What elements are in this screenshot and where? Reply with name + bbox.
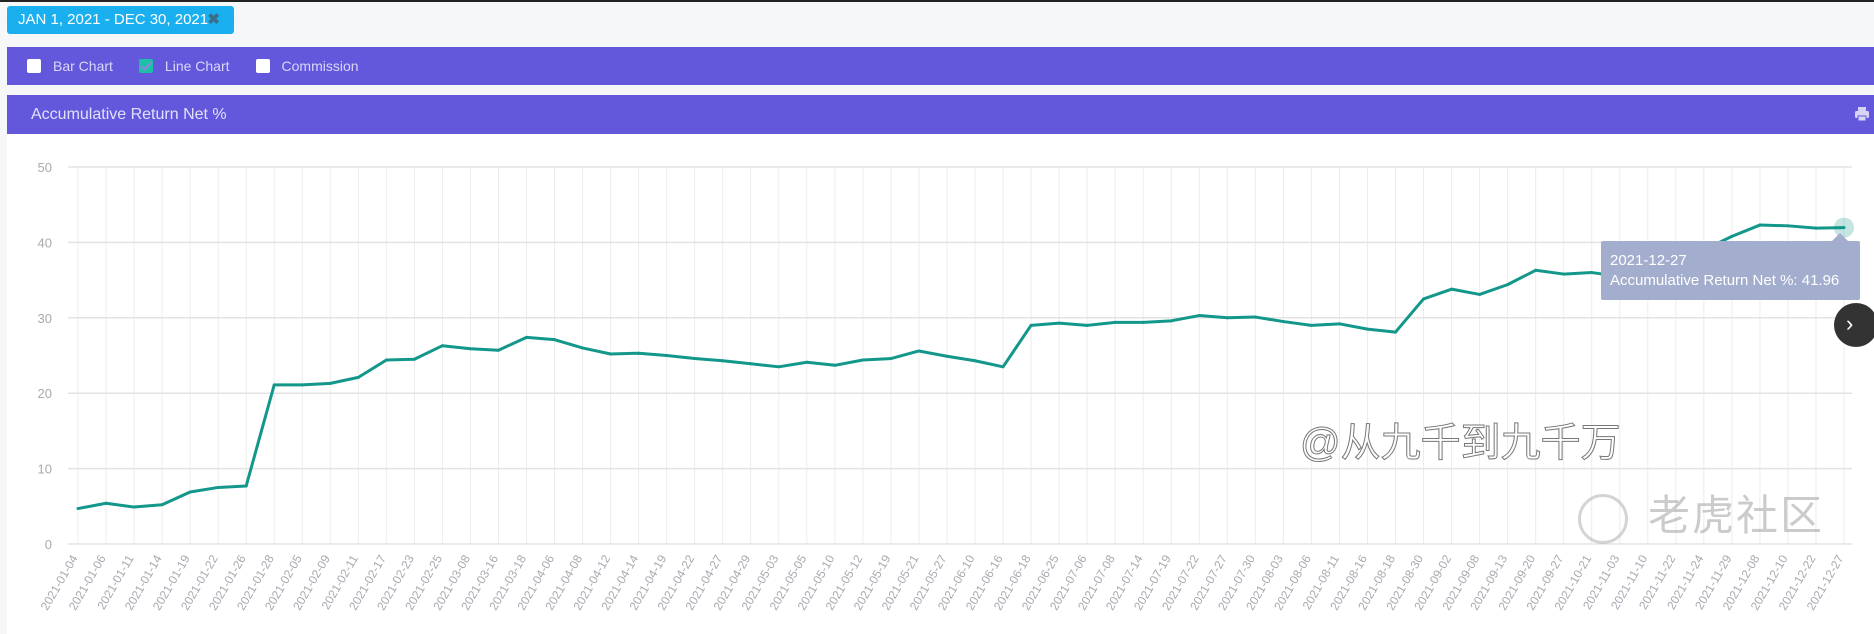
checkbox-checked-icon[interactable] xyxy=(138,59,153,73)
data-point xyxy=(1029,323,1033,327)
series-line xyxy=(77,223,1845,511)
bar-chart-label: Bar Chart xyxy=(53,58,113,74)
data-point xyxy=(609,352,613,356)
data-point xyxy=(1309,323,1313,327)
date-range-filter-tag[interactable]: JAN 1, 2021 - DEC 30, 2021 ✖ xyxy=(7,6,234,34)
data-point xyxy=(1562,272,1566,276)
data-point xyxy=(440,344,444,348)
data-point xyxy=(637,351,641,355)
data-point xyxy=(833,363,837,367)
data-point xyxy=(1450,287,1454,291)
data-point xyxy=(945,354,949,358)
data-point xyxy=(1842,226,1846,230)
data-point xyxy=(1590,271,1594,275)
y-tick-label: 40 xyxy=(38,235,52,250)
data-point xyxy=(1253,315,1257,319)
data-point xyxy=(1365,327,1369,331)
data-point xyxy=(917,349,921,353)
data-point xyxy=(1393,330,1397,334)
panel-title: Accumulative Return Net % xyxy=(31,106,227,123)
close-icon[interactable]: ✖ xyxy=(207,11,220,28)
data-point xyxy=(973,359,977,363)
data-point xyxy=(889,357,893,361)
data-point xyxy=(1422,297,1426,301)
data-point xyxy=(749,362,753,366)
data-point xyxy=(1225,316,1229,320)
data-point xyxy=(777,365,781,369)
data-point xyxy=(805,360,809,364)
data-point xyxy=(244,484,248,488)
data-point xyxy=(1786,224,1790,228)
data-point xyxy=(1730,234,1734,238)
data-point xyxy=(1085,323,1089,327)
next-arrow-button[interactable]: › xyxy=(1834,303,1874,347)
y-tick-label: 30 xyxy=(38,311,52,326)
commission-label: Commission xyxy=(281,58,359,74)
data-point xyxy=(1141,320,1145,324)
watermark-brand: 老虎社区 xyxy=(1648,492,1825,539)
watermark-user: @从九千到九千万 xyxy=(1300,421,1622,466)
data-point xyxy=(1814,226,1818,230)
data-point xyxy=(300,383,304,387)
data-point xyxy=(1534,268,1538,272)
bar-chart-checkbox[interactable]: Bar Chart xyxy=(27,58,113,74)
data-point xyxy=(356,375,360,379)
watermark-logo-icon xyxy=(1578,494,1628,544)
data-point xyxy=(1001,365,1005,369)
data-point xyxy=(861,358,865,362)
data-point xyxy=(272,383,276,387)
chart-type-toolbar: Bar Chart Line Chart Commission xyxy=(7,47,1874,85)
data-point xyxy=(1057,321,1061,325)
data-point xyxy=(1281,320,1285,324)
checkbox-icon[interactable] xyxy=(27,59,41,73)
window-top-border xyxy=(0,0,1874,2)
y-tick-label: 20 xyxy=(38,386,52,401)
data-point xyxy=(188,490,192,494)
line-chart-label: Line Chart xyxy=(164,58,230,74)
data-point xyxy=(581,346,585,350)
data-point xyxy=(1337,322,1341,326)
data-point xyxy=(1478,292,1482,296)
data-point xyxy=(468,347,472,351)
data-point xyxy=(1197,314,1201,318)
y-tick-label: 0 xyxy=(45,537,52,552)
date-range-label: JAN 1, 2021 - DEC 30, 2021 xyxy=(18,11,209,28)
data-point xyxy=(1113,320,1117,324)
tooltip-date: 2021-12-27 xyxy=(1610,252,1687,269)
data-point xyxy=(132,505,136,509)
data-point xyxy=(1506,283,1510,287)
line-chart-checkbox[interactable]: Line Chart xyxy=(138,58,230,74)
printer-icon[interactable] xyxy=(1854,106,1870,122)
data-point xyxy=(412,357,416,361)
data-point xyxy=(384,358,388,362)
data-point xyxy=(160,503,164,507)
highlighted-point-marker xyxy=(1834,217,1854,238)
data-point xyxy=(721,359,725,363)
data-point xyxy=(1758,223,1762,227)
commission-checkbox[interactable]: Commission xyxy=(255,58,359,74)
data-point xyxy=(496,348,500,352)
data-point xyxy=(553,338,557,342)
data-point xyxy=(525,335,529,339)
data-point xyxy=(328,381,332,385)
data-point xyxy=(104,501,108,505)
checkbox-icon[interactable] xyxy=(255,59,270,73)
data-point xyxy=(216,485,220,489)
y-tick-label: 50 xyxy=(38,160,52,175)
data-point xyxy=(693,357,697,361)
tooltip-value: Accumulative Return Net %: 41.96 xyxy=(1610,272,1840,289)
data-point xyxy=(76,507,80,511)
chart-tooltip: 2021-12-27 Accumulative Return Net %: 41… xyxy=(1601,233,1860,300)
data-point xyxy=(665,354,669,357)
panel-header: Accumulative Return Net % xyxy=(7,95,1874,134)
data-point xyxy=(1169,319,1173,323)
y-tick-label: 10 xyxy=(38,462,52,477)
